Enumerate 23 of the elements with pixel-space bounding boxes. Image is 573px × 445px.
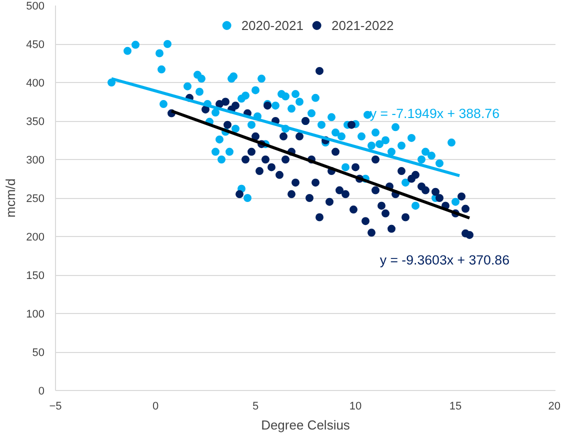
x-tick-label: 0 — [152, 400, 159, 412]
legend-label: 2020-2021 — [241, 18, 304, 32]
x-tick-label: 10 — [349, 400, 362, 412]
y-tick-label: 250 — [26, 193, 45, 205]
y-tick-label: 400 — [26, 78, 45, 90]
x-tick-label: 20 — [548, 400, 561, 412]
y-axis-title: mcm/d — [3, 178, 18, 218]
y-tick-label: 150 — [26, 270, 45, 282]
y-tick-label: 500 — [26, 0, 45, 12]
y-tick-label: 200 — [26, 232, 45, 244]
x-axis-title: Degree Celsius — [261, 418, 350, 432]
y-tick-label: 350 — [26, 116, 45, 128]
legend-label: 2021-2022 — [332, 18, 394, 32]
y-tick-label: 0 — [38, 386, 45, 398]
annotation: y = -9.3603x + 370.86 — [380, 252, 510, 268]
x-tick-label: −5 — [49, 400, 62, 412]
x-tick-label: 15 — [449, 400, 462, 412]
x-tick-label: 5 — [252, 400, 259, 412]
y-tick-label: 50 — [32, 347, 45, 359]
y-tick-label: 100 — [26, 308, 45, 320]
annotation: y = -7.1949x + 388.76 — [370, 106, 500, 122]
y-tick-label: 300 — [26, 154, 45, 166]
y-tick-label: 450 — [26, 39, 45, 51]
